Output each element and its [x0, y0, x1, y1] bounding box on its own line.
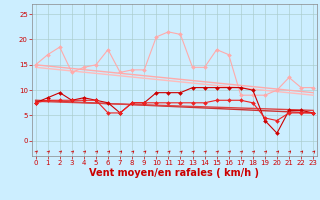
X-axis label: Vent moyen/en rafales ( km/h ): Vent moyen/en rafales ( km/h ) [89, 168, 260, 178]
